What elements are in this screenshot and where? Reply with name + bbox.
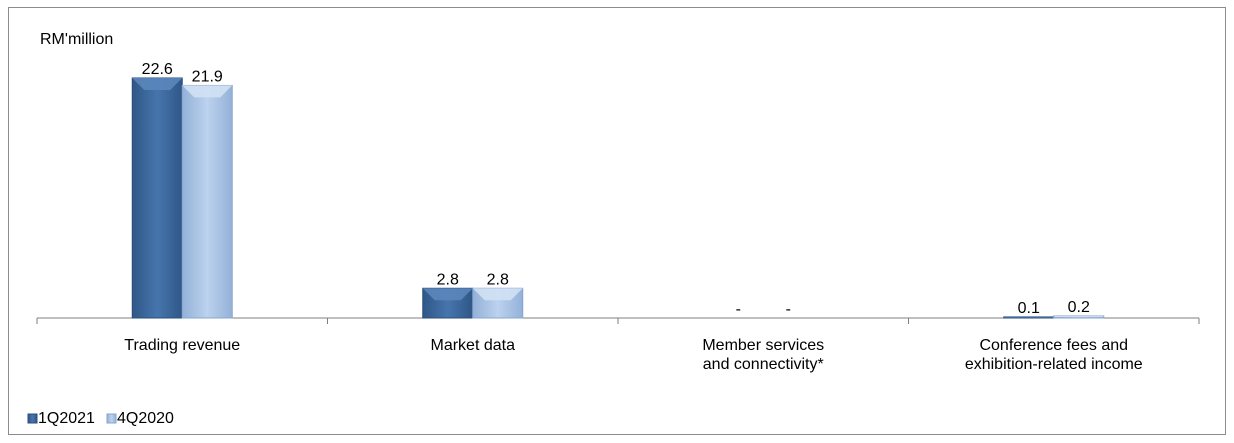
bar-4Q2020-0 xyxy=(181,84,233,319)
category-label: Market data xyxy=(431,337,516,354)
bar-bevel xyxy=(422,288,473,301)
legend-label: 4Q2020 xyxy=(117,410,174,427)
bar-bevel xyxy=(1053,315,1104,317)
bar-bevel xyxy=(1003,316,1054,318)
bar-bevel xyxy=(182,85,233,98)
legend-swatch-1Q2021 xyxy=(27,413,38,424)
bar-bevel xyxy=(472,288,523,301)
y-unit-label: RM'million xyxy=(40,31,113,48)
bar-1Q2021-0 xyxy=(131,77,183,319)
data-label: 0.2 xyxy=(1068,299,1090,316)
category-label: Conference fees and xyxy=(979,337,1128,354)
category-label: Trading revenue xyxy=(124,337,240,354)
bar-bevel xyxy=(132,77,183,90)
data-label: 22.6 xyxy=(142,61,173,78)
data-label: - xyxy=(786,301,791,318)
legend-swatch-4Q2020 xyxy=(106,413,117,424)
legend-label: 1Q2021 xyxy=(38,410,95,427)
data-label: 2.8 xyxy=(437,271,459,288)
category-label: Member services xyxy=(702,337,824,354)
data-label: 0.1 xyxy=(1018,300,1040,317)
data-label: 2.8 xyxy=(487,271,509,288)
data-label: - xyxy=(736,301,741,318)
data-label: 21.9 xyxy=(192,68,223,85)
category-label: and connectivity* xyxy=(703,356,824,373)
category-label: exhibition-related income xyxy=(965,356,1143,373)
